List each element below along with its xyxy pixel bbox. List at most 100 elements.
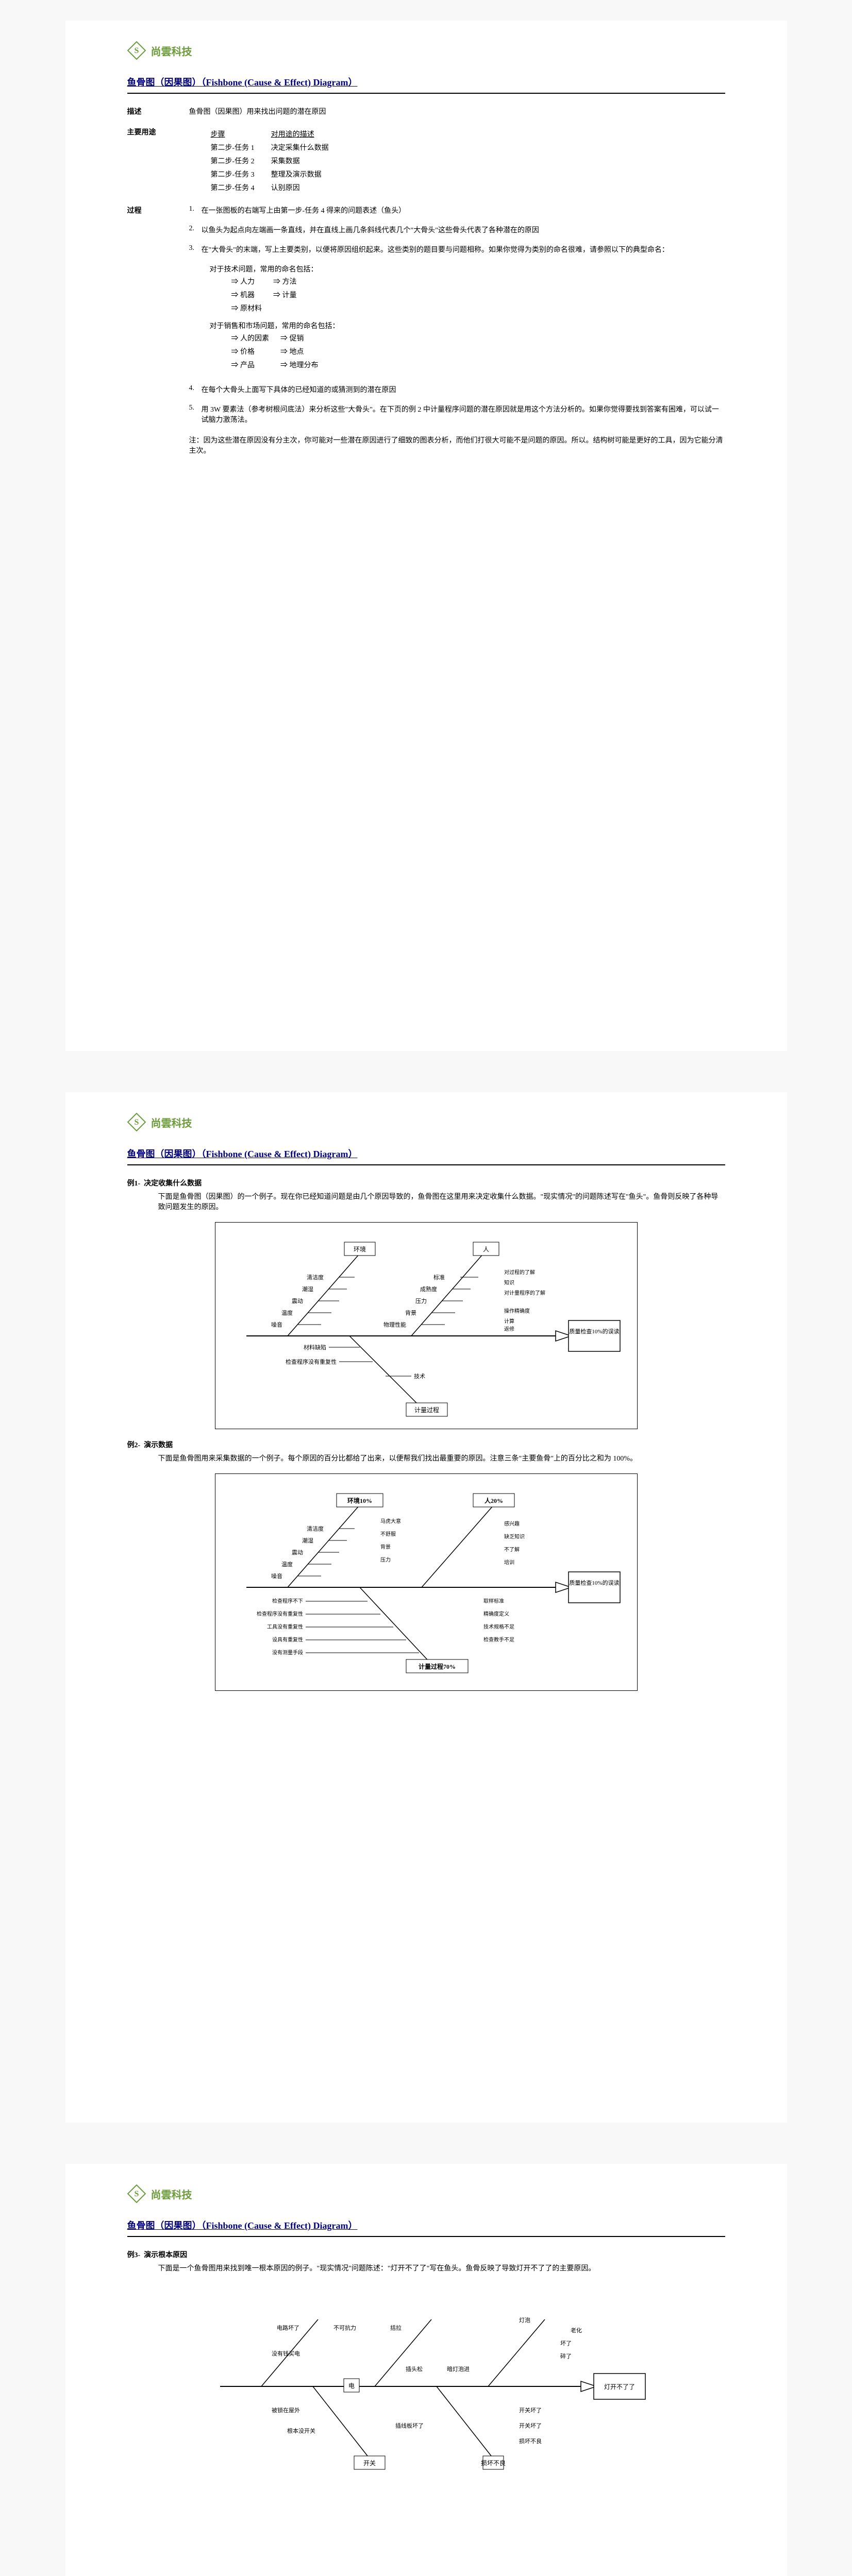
svg-text:灯泡: 灯泡: [519, 2316, 530, 2324]
svg-text:工具没有重复性: 工具没有重复性: [267, 1623, 303, 1630]
svg-text:计量过程: 计量过程: [414, 1406, 439, 1414]
uses-header-desc: 对用途的描述: [271, 128, 344, 140]
svg-text:环境10%: 环境10%: [347, 1497, 372, 1504]
uses-section: 主要用途 步骤 对用途的描述 第二步-任务 1决定采集什么数据 第二步-任务 2…: [127, 127, 725, 195]
svg-text:精确度定义: 精确度定义: [483, 1611, 509, 1617]
svg-text:质量检查10%的误读: 质量检查10%的误读: [569, 1579, 619, 1586]
use-desc: 认别原因: [271, 181, 344, 194]
title-rule: [127, 2236, 725, 2237]
cat-item: 原材料: [240, 305, 262, 313]
note-text: 因为这些潜在原因没有分主次，你可能对一些潜在原因进行了细致的图表分析，而他们打很…: [189, 437, 723, 455]
svg-text:检查程序没有重复性: 检查程序没有重复性: [286, 1358, 337, 1365]
svg-text:标准: 标准: [433, 1274, 445, 1281]
ex3-body: 下面是一个鱼骨图用来找到唯一根本原因的例子。"现实情况"问题陈述："灯开不了了"…: [158, 2263, 725, 2273]
logo-text: 尚雲科技: [151, 43, 192, 58]
process-section: 过程 1.在一张图板的右端写上由第一步-任务 4 得来的问题表述（鱼头） 2.以…: [127, 205, 725, 455]
use-step: 第二步-任务 4: [211, 181, 270, 194]
svg-text:坏了: 坏了: [560, 2340, 572, 2347]
ex2-label: 例2- 演示数据: [127, 1439, 725, 1450]
fishbone-diagram-3: 灯开不了了 电路坏了 不可抗力 括拉 没有钱买电 灯泡 老化 坏了 碎了 电 插…: [189, 2283, 663, 2489]
svg-text:S: S: [134, 1118, 139, 1127]
cat-item: 价格: [240, 348, 255, 356]
logo-text: 尚雲科技: [151, 2187, 192, 2201]
svg-text:取样标准: 取样标准: [483, 1598, 504, 1604]
svg-text:噪音: 噪音: [271, 1572, 282, 1580]
svg-text:清洁度: 清洁度: [307, 1274, 324, 1281]
svg-text:没有测量手段: 没有测量手段: [272, 1649, 303, 1656]
process-num: 5.: [189, 404, 202, 425]
svg-text:压力: 压力: [415, 1298, 427, 1304]
svg-text:开关: 开关: [363, 2460, 375, 2467]
page-1: S 尚雲科技 鱼骨图（因果图）（Fishbone (Cause & Effect…: [65, 21, 787, 1051]
svg-text:开关坏了: 开关坏了: [519, 2422, 542, 2429]
ex1-body: 下面是鱼骨图（因果图）的一个例子。现在你已经知道问题是由几个原因导致的，鱼骨图在…: [158, 1191, 725, 1212]
use-desc: 决定采集什么数据: [271, 141, 344, 154]
logo-row: S 尚雲科技: [127, 41, 725, 60]
svg-text:开关坏了: 开关坏了: [519, 2406, 542, 2414]
svg-text:温度: 温度: [281, 1309, 293, 1316]
svg-text:电: 电: [348, 2382, 354, 2389]
svg-text:检查程序没有重复性: 检查程序没有重复性: [257, 1611, 303, 1617]
ex-title: 演示数据: [144, 1442, 173, 1449]
ex-title: 决定收集什么数据: [144, 1180, 202, 1188]
process-num: 1.: [189, 205, 202, 215]
svg-text:背景: 背景: [380, 1544, 391, 1550]
svg-text:环境: 环境: [353, 1245, 365, 1253]
svg-text:没有钱买电: 没有钱买电: [272, 2350, 300, 2357]
sales-intro: 对于销售和市场问题，常用的命名包括：: [210, 320, 725, 331]
process-num: 2.: [189, 225, 202, 235]
desc-section: 描述 鱼骨图（因果图）用来找出问题的潜在原因: [127, 106, 725, 116]
svg-text:括拉: 括拉: [390, 2324, 402, 2331]
svg-text:损坏不良: 损坏不良: [519, 2437, 542, 2445]
use-step: 第二步-任务 1: [211, 141, 270, 154]
cat-item: 机器: [240, 292, 255, 299]
page-title: 鱼骨图（因果图）（Fishbone (Cause & Effect) Diagr…: [127, 2218, 725, 2232]
ex1-label: 例1- 决定收集什么数据: [127, 1178, 725, 1188]
svg-text:碎了: 碎了: [560, 2352, 572, 2360]
ex-num: 例3-: [127, 2251, 141, 2259]
svg-text:知识: 知识: [504, 1279, 514, 1286]
logo-row: S 尚雲科技: [127, 2184, 725, 2203]
svg-text:灯开不了了: 灯开不了了: [604, 2383, 634, 2391]
desc-text: 鱼骨图（因果图）用来找出问题的潜在原因: [189, 106, 725, 116]
use-step: 第二步-任务 3: [211, 168, 270, 180]
svg-text:质量检查10%的误读: 质量检查10%的误读: [569, 1328, 619, 1335]
svg-text:人: 人: [482, 1246, 489, 1253]
sales-categories: 对于销售和市场问题，常用的命名包括： ⇒ 人的因素⇒ 促销 ⇒ 价格⇒ 地点 ⇒…: [210, 320, 725, 372]
svg-text:不可抗力: 不可抗力: [333, 2324, 356, 2331]
cat-item: 产品: [240, 362, 255, 369]
page-title: 鱼骨图（因果图）（Fishbone (Cause & Effect) Diagr…: [127, 1147, 725, 1160]
uses-header-step: 步骤: [211, 128, 270, 140]
svg-text:电路坏了: 电路坏了: [277, 2325, 299, 2331]
logo-row: S 尚雲科技: [127, 1113, 725, 1131]
process-num: 3.: [189, 244, 202, 255]
process-step: 用 3W 要素法（参考树根问底法）来分析这些"大骨头"。在下页的例 2 中计量程…: [202, 404, 725, 425]
ex-title: 演示根本原因: [144, 2251, 187, 2259]
cat-item: 人的因素: [240, 335, 269, 343]
uses-table: 步骤 对用途的描述 第二步-任务 1决定采集什么数据 第二步-任务 2采集数据 …: [210, 127, 345, 195]
svg-text:成熟度: 成熟度: [420, 1285, 437, 1293]
svg-text:人20%: 人20%: [484, 1497, 503, 1504]
process-step: 以鱼头为起点向左端画一条直线，并在直线上画几条斜线代表几个"大骨头"这些骨头代表…: [202, 225, 725, 235]
cat-item: 地理分布: [290, 362, 319, 369]
svg-text:设具有重复性: 设具有重复性: [272, 1636, 303, 1643]
use-desc: 整理及演示数据: [271, 168, 344, 180]
svg-text:S: S: [134, 2190, 139, 2198]
logo-icon: S: [127, 41, 146, 60]
process-num: 4.: [189, 384, 202, 395]
use-step: 第二步-任务 2: [211, 155, 270, 167]
svg-text:S: S: [134, 46, 139, 55]
title-rule: [127, 1164, 725, 1165]
process-step: 在"大骨头"的末端，写上主要类别，以便将原因组织起来。这些类别的题目要与问题相称…: [202, 244, 725, 255]
svg-text:技术规格不足: 技术规格不足: [483, 1623, 514, 1630]
svg-text:缺乏知识: 缺乏知识: [504, 1533, 525, 1540]
svg-text:暗灯泡进: 暗灯泡进: [447, 2365, 470, 2372]
cat-item: 人力: [240, 278, 255, 286]
logo-icon: S: [127, 2184, 146, 2203]
svg-text:背景: 背景: [405, 1309, 416, 1316]
svg-text:被锁在屋外: 被锁在屋外: [272, 2406, 300, 2414]
fishbone-diagram-2: 质量检查10%的误读 环境10% 噪音 温度 震动 潮湿 清洁度 马虎大意 不舒…: [215, 1473, 638, 1691]
uses-label: 主要用途: [127, 127, 189, 195]
svg-text:震动: 震动: [292, 1549, 303, 1556]
ex2-body: 下面是鱼骨图用来采集数据的一个例子。每个原因的百分比都给了出来，以便帮我们找出最…: [158, 1453, 725, 1463]
